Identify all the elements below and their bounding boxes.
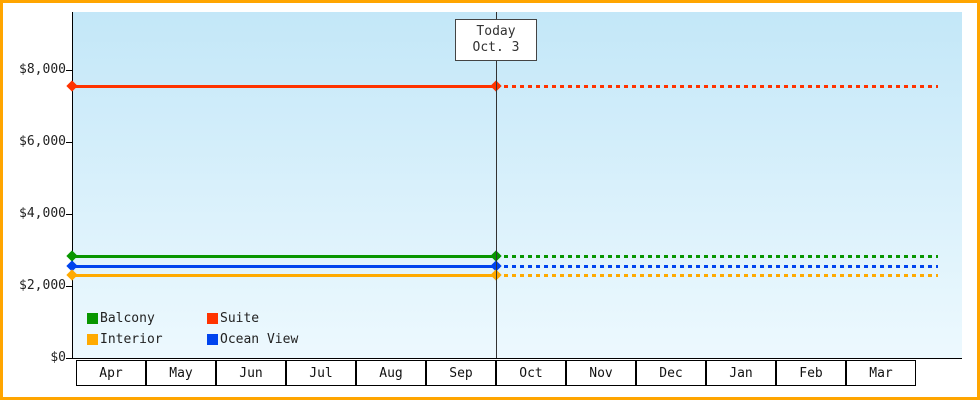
y-axis-tick (66, 214, 72, 215)
legend-row: Balcony Suite (87, 311, 327, 326)
plot-area-background (72, 12, 962, 358)
series-line-solid-balcony (72, 255, 496, 258)
legend: Balcony Suite Interior Ocean View (87, 311, 327, 353)
x-axis-label-sep: Sep (426, 360, 496, 386)
legend-item-ocean-view: Ocean View (207, 332, 327, 347)
y-axis-tick-label: $0 (50, 350, 66, 365)
x-axis-label-jul: Jul (286, 360, 356, 386)
legend-swatch-icon (207, 334, 218, 345)
price-by-month-line-chart: $0 $2,000 $4,000 $6,000 $8,000 Apr May Jun Jul Au… (3, 3, 977, 397)
x-axis-label-apr: Apr (76, 360, 146, 386)
y-axis-tick-label: $8,000 (19, 62, 66, 77)
series-line-dotted-balcony (496, 255, 938, 258)
y-axis-tick-label: $6,000 (19, 134, 66, 149)
y-axis-tick (66, 286, 72, 287)
legend-item-suite: Suite (207, 311, 327, 326)
x-axis-label-dec: Dec (636, 360, 706, 386)
legend-swatch-icon (207, 313, 218, 324)
x-axis-label-jun: Jun (216, 360, 286, 386)
today-label-line: Oct. 3 (472, 40, 520, 55)
legend-label: Balcony (100, 311, 155, 326)
x-axis-label-mar: Mar (846, 360, 916, 386)
x-axis-label-jan: Jan (706, 360, 776, 386)
y-axis-tick (66, 358, 72, 359)
legend-swatch-icon (87, 313, 98, 324)
legend-label: Interior (100, 332, 163, 347)
x-axis-label-feb: Feb (776, 360, 846, 386)
y-axis-line (72, 12, 73, 358)
today-label-box: Today Oct. 3 (455, 19, 537, 61)
legend-swatch-icon (87, 334, 98, 345)
legend-label: Ocean View (220, 332, 299, 347)
today-label-line: Today (476, 24, 516, 39)
x-axis-label-may: May (146, 360, 216, 386)
legend-item-balcony: Balcony (87, 311, 207, 326)
series-line-solid-interior (72, 274, 496, 277)
series-line-solid-ocean-view (72, 265, 496, 268)
x-axis-label-aug: Aug (356, 360, 426, 386)
y-axis-tick (66, 142, 72, 143)
y-axis-tick (66, 70, 72, 71)
legend-label: Suite (220, 311, 260, 326)
y-axis-tick-label: $4,000 (19, 206, 66, 221)
series-line-dotted-ocean-view (496, 265, 938, 268)
legend-row: Interior Ocean View (87, 332, 327, 347)
series-line-dotted-interior (496, 274, 938, 277)
x-axis-label-nov: Nov (566, 360, 636, 386)
today-vertical-line (496, 12, 497, 358)
y-axis-tick-label: $2,000 (19, 278, 66, 293)
series-line-solid-suite (72, 85, 496, 88)
series-line-dotted-suite (496, 85, 938, 88)
x-axis-line (72, 358, 962, 359)
x-axis-label-oct: Oct (496, 360, 566, 386)
legend-item-interior: Interior (87, 332, 207, 347)
